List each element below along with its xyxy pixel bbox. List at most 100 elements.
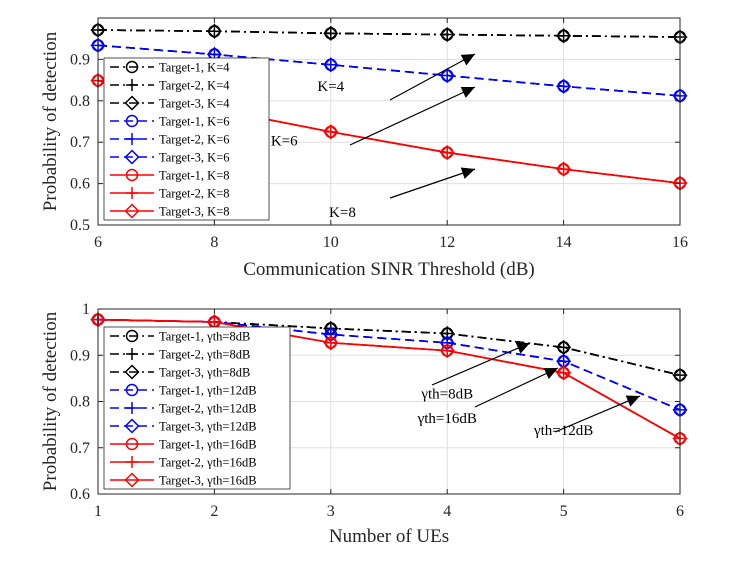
legend-marker	[125, 60, 139, 74]
series-9-point	[439, 144, 455, 161]
x-tick-label: 6	[94, 234, 102, 251]
annotation-arrow-line	[349, 86, 476, 146]
series-9-point	[556, 365, 572, 381]
annotation-arrow-head	[460, 54, 475, 66]
series-3-point	[556, 28, 572, 44]
annotation-arrow-line	[554, 395, 641, 433]
x-tick-label: 1	[94, 503, 102, 520]
y-tick-label: 0.7	[70, 440, 90, 457]
legend-label: Target-1, γth=12dB	[159, 384, 257, 398]
y-tick-label: 0.8	[70, 394, 90, 411]
annotation-arrow-line	[389, 53, 476, 101]
legend-marker	[124, 472, 140, 488]
axes-frame	[97, 17, 681, 226]
legend-label: Target-2, γth=8dB	[159, 348, 250, 362]
legend-marker	[126, 402, 138, 414]
series-9-point	[323, 335, 339, 351]
annotations: K=4 K=6 K=8	[271, 53, 476, 221]
legend-label: Target-2, K=6	[159, 133, 230, 147]
x-tick-label: 10	[323, 234, 339, 251]
legend-label: Target-1, γth=8dB	[159, 330, 250, 344]
annotations: γth=8dB γth=16dB γth=12dB	[417, 342, 641, 439]
annotation-arrow-head	[543, 368, 558, 379]
annotation-label: K=8	[329, 205, 356, 221]
legend-label: Target-1, K=8	[159, 169, 230, 183]
legend-marker	[126, 79, 138, 91]
legend-marker	[124, 418, 140, 434]
series-9-point	[323, 124, 339, 140]
legend-marker	[125, 168, 139, 182]
annotation-arrow-line	[474, 367, 559, 408]
legend-label: Target-1, K=4	[159, 61, 230, 75]
annotation-arrow-line	[431, 342, 531, 386]
legend-label: Target-1, γth=16dB	[159, 438, 257, 452]
ticks: 1 2 3 4 5 6 0.6 0.7 0.8 0.9 1	[70, 301, 684, 520]
y-axis-label: Probability of detection	[40, 31, 61, 211]
legend-marker	[125, 437, 139, 451]
annotation-label: K=6	[271, 134, 298, 150]
annotation-arrow-head	[460, 87, 475, 98]
legend-marker	[125, 329, 139, 343]
series-9-point	[556, 161, 572, 177]
annotation-label: γth=16dB	[417, 411, 477, 427]
legend-marker	[126, 133, 138, 145]
y-axis-label: Probability of detection	[40, 311, 61, 491]
series-3-point	[439, 26, 455, 43]
legend-label: Target-2, γth=12dB	[159, 402, 257, 416]
legend-label: Target-3, K=6	[159, 151, 230, 165]
annotation-label: K=4	[317, 79, 344, 95]
series-3-point	[206, 23, 222, 39]
legend-label: Target-2, K=8	[159, 187, 230, 201]
legend-label: Target-3, γth=8dB	[159, 366, 250, 380]
legend-marker	[124, 149, 140, 165]
series-line-3	[97, 29, 681, 38]
x-tick-label: 5	[560, 503, 568, 520]
y-tick-label: 0.8	[70, 93, 90, 110]
ticks: 6 8 10 12 14 16 0.5 0.6 0.7 0.8 0.9	[70, 18, 688, 251]
series-9-point	[439, 343, 455, 359]
legend-label: Target-2, K=4	[159, 79, 230, 93]
x-tick-label: 6	[676, 503, 684, 520]
x-tick-label: 16	[672, 234, 688, 251]
legend-label: Target-3, K=4	[159, 97, 230, 111]
legend-label: Target-3, γth=16dB	[159, 474, 257, 488]
legend-label: Target-1, K=6	[159, 115, 230, 129]
annotation-label: γth=12dB	[533, 423, 593, 439]
y-tick-label: 1	[82, 301, 90, 318]
series-6-point	[323, 57, 339, 73]
legend-label: Target-3, γth=12dB	[159, 420, 257, 434]
annotation-arrow-head	[460, 167, 475, 179]
y-tick-label: 0.7	[70, 134, 90, 151]
x-tick-label: 14	[556, 234, 572, 251]
y-tick-label: 0.6	[70, 486, 90, 503]
annotation-arrow-head	[625, 395, 640, 407]
legend-marker	[124, 95, 140, 111]
y-tick-label: 0.5	[70, 217, 90, 234]
x-tick-label: 2	[210, 503, 218, 520]
legend-marker	[124, 364, 140, 380]
legend-marker	[124, 203, 140, 219]
annotation-arrow-head	[515, 342, 530, 354]
series-3-point	[323, 25, 339, 41]
series-6-point	[556, 78, 572, 94]
bottom-chart: 1 2 3 4 5 6 0.6 0.7 0.8 0.9 1 Number of UEs Probabil…	[40, 301, 688, 547]
legend-marker	[125, 383, 139, 397]
y-tick-label: 0.6	[70, 176, 90, 193]
series-6-point	[439, 67, 455, 84]
legend-marker	[126, 348, 138, 360]
y-tick-label: 0.9	[70, 51, 90, 68]
y-tick-label: 0.9	[70, 347, 90, 364]
x-tick-label: 3	[327, 503, 335, 520]
legend-marker	[126, 456, 138, 468]
legend-marker	[125, 114, 139, 128]
series-group	[90, 312, 688, 447]
annotation-arrow-line	[389, 168, 476, 199]
legend: Target-1, γth=8dB Target-2, γth=8dB Target…	[103, 326, 291, 490]
x-tick-label: 8	[210, 234, 218, 251]
legend-label: Target-2, γth=16dB	[159, 456, 257, 470]
x-tick-label: 4	[443, 503, 451, 520]
x-axis-label: Communication SINR Threshold (dB)	[243, 259, 535, 280]
legend: Target-1, K=4 Target-2, K=4 Target-3, K=4 T…	[103, 57, 270, 221]
legend-marker	[126, 187, 138, 199]
